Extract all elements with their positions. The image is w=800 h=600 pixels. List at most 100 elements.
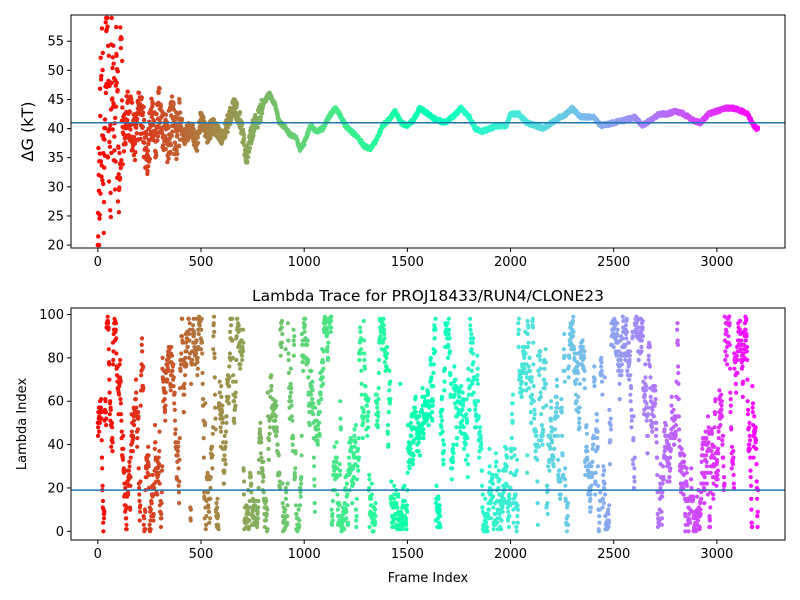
- delta-g-point: [168, 149, 173, 155]
- lambda-point: [315, 438, 320, 443]
- lambda-point: [255, 520, 260, 525]
- lambda-point: [405, 470, 410, 475]
- lambda-point: [392, 492, 397, 497]
- lambda-point: [315, 442, 320, 447]
- lambda-point: [147, 522, 152, 527]
- lambda-point: [452, 364, 457, 369]
- lambda-point: [410, 462, 415, 467]
- lambda-point: [159, 516, 164, 521]
- delta-g-point: [127, 109, 132, 115]
- lambda-point: [351, 451, 356, 456]
- lambda-point: [135, 436, 140, 441]
- delta-g-point: [98, 55, 103, 60]
- lambda-point: [389, 479, 394, 484]
- lambda-point: [449, 477, 454, 482]
- lambda-point: [346, 522, 351, 527]
- lambda-point: [358, 329, 363, 334]
- lambda-point: [408, 446, 413, 451]
- delta-g-point: [120, 105, 125, 110]
- lambda-point: [369, 481, 374, 486]
- lambda-point: [203, 401, 208, 406]
- lambda-point: [215, 496, 220, 501]
- lambda-point: [200, 351, 205, 356]
- delta-g-point: [259, 111, 265, 116]
- lambda-point: [224, 414, 229, 419]
- lambda-point: [185, 344, 190, 350]
- lambda-point: [176, 444, 181, 449]
- lambda-point: [182, 386, 187, 391]
- delta-g-point: [177, 100, 182, 105]
- lambda-point: [199, 327, 204, 332]
- delta-g-point: [118, 165, 123, 171]
- lambda-point: [404, 516, 409, 521]
- delta-g-point: [105, 155, 111, 160]
- lambda-point: [249, 481, 254, 486]
- lambda-point: [269, 373, 274, 378]
- lambda-point: [141, 522, 146, 527]
- lambda-point: [176, 440, 181, 445]
- lambda-point: [105, 314, 110, 319]
- lambda-point: [121, 470, 127, 475]
- lambda-point: [196, 331, 201, 337]
- lambda-point: [417, 414, 422, 419]
- lambda-point: [265, 527, 270, 532]
- lambda-point: [126, 492, 131, 497]
- lambda-point: [279, 325, 284, 330]
- delta-g-point: [117, 175, 123, 181]
- delta-g-point: [103, 90, 109, 96]
- lambda-point: [189, 381, 194, 386]
- lambda-point: [322, 314, 328, 319]
- lambda-point: [353, 423, 358, 428]
- lambda-point: [238, 366, 243, 371]
- delta-g-point: [234, 101, 240, 106]
- lambda-point: [320, 360, 326, 365]
- lambda-point: [256, 498, 261, 504]
- lambda-point: [326, 340, 331, 345]
- delta-g-point: [155, 134, 161, 139]
- lambda-point: [136, 410, 141, 415]
- lambda-point: [451, 459, 456, 464]
- delta-g-point: [110, 127, 115, 132]
- lambda-point: [288, 390, 294, 395]
- lambda-point: [265, 507, 270, 512]
- x-tick-label: 3000: [700, 255, 733, 270]
- delta-g-point: [169, 133, 174, 139]
- lambda-point: [103, 399, 108, 404]
- delta-g-point: [116, 145, 121, 150]
- delta-g-point: [146, 164, 151, 169]
- lambda-point: [299, 481, 304, 486]
- lambda-point: [139, 336, 145, 341]
- lambda-point: [376, 397, 381, 402]
- delta-g-point: [112, 148, 117, 153]
- lambda-point: [318, 390, 323, 395]
- lambda-point: [434, 483, 439, 488]
- lambda-point: [277, 470, 282, 475]
- lambda-point: [362, 366, 367, 371]
- lambda-point: [420, 386, 425, 391]
- lambda-point: [375, 425, 380, 430]
- delta-g-point: [111, 43, 116, 48]
- lambda-point: [171, 375, 176, 380]
- lambda-point: [293, 503, 298, 508]
- lambda-point: [404, 527, 409, 532]
- lambda-point: [257, 429, 263, 434]
- y-tick-label: 30: [47, 180, 64, 195]
- lambda-point: [356, 455, 361, 460]
- lambda-point: [274, 403, 279, 408]
- delta-g-point: [98, 159, 104, 164]
- lambda-point: [285, 503, 290, 508]
- lambda-point: [201, 397, 206, 402]
- lambda-point: [312, 477, 317, 482]
- lambda-point: [320, 375, 325, 380]
- lambda-point: [307, 423, 312, 428]
- lambda-point: [337, 503, 342, 508]
- lambda-point: [232, 399, 237, 404]
- lambda-point: [217, 379, 222, 384]
- lambda-point: [150, 472, 155, 478]
- lambda-point: [338, 427, 343, 432]
- delta-g-point: [176, 144, 182, 149]
- lambda-point: [152, 423, 158, 428]
- lambda-point: [215, 505, 220, 510]
- delta-g-point: [179, 116, 185, 122]
- delta-g-point: [219, 140, 224, 145]
